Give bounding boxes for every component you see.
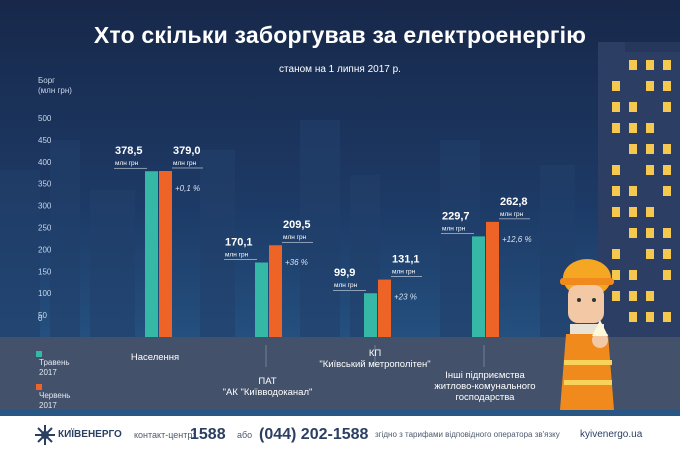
change-percent-label: +23 %	[394, 293, 417, 302]
category-metro-line1: КП	[368, 348, 382, 359]
y-tick-label: 100	[38, 289, 52, 298]
category-label-vodokanal: ПАТ "АК "Київводоканал"	[205, 376, 330, 398]
data-label-may: 170,1	[225, 236, 253, 248]
data-label-unit-june: млн грн	[392, 269, 416, 276]
or-text: або	[237, 430, 253, 440]
category-other-line3: господарства	[455, 392, 515, 403]
bar-may	[472, 236, 485, 337]
category-other-line2: житлово-комунального	[434, 381, 536, 392]
legend-may-line1: Травень	[39, 358, 70, 367]
legend-swatch-may	[36, 351, 42, 357]
data-label-may: 229,7	[442, 210, 470, 222]
data-label-june: 209,5	[283, 219, 311, 231]
bar-may	[145, 171, 158, 337]
category-vodokanal-line1: ПАТ	[258, 376, 277, 387]
change-percent-label: +0,1 %	[175, 184, 200, 193]
worker-illustration	[560, 259, 614, 410]
logo-text: КИЇВЕНЕРГО	[58, 429, 122, 440]
data-label-june: 131,1	[392, 254, 420, 266]
y-tick-label: 50	[38, 311, 47, 320]
y-axis-label-line1: Борг	[38, 76, 56, 85]
data-label-unit-may: млн грн	[442, 225, 466, 232]
website-link[interactable]: kyivenergo.ua	[580, 429, 643, 440]
tariff-note: згідно з тарифами відповідного оператора…	[375, 430, 560, 439]
y-tick-label: 200	[38, 245, 52, 254]
data-label-unit-may: млн грн	[334, 282, 358, 289]
data-label-june: 262,8	[500, 196, 528, 208]
legend-may-line2: 2017	[39, 368, 57, 377]
y-tick-label: 500	[38, 114, 52, 123]
data-label-unit-may: млн грн	[115, 160, 139, 167]
short-phone-number[interactable]: 1588	[190, 426, 226, 443]
category-population-line1: Населення	[130, 352, 180, 363]
y-tick-label: 300	[38, 202, 52, 211]
phone-number[interactable]: (044) 202-1588	[259, 426, 369, 443]
category-metro-line2: "Київський метрополітен"	[319, 359, 431, 370]
y-axis-label-line2: (млн грн)	[38, 86, 72, 95]
category-label-other: Інші підприємства житлово-комунального г…	[420, 370, 550, 403]
category-vodokanal-line2: "АК "Київводоканал"	[222, 387, 313, 398]
y-tick-label: 250	[38, 224, 52, 233]
data-label-june: 379,0	[173, 145, 201, 157]
chart-title: Хто скільки заборгував за електроенергію	[93, 22, 587, 48]
chart-subtitle: станом на 1 липня 2017 р.	[279, 64, 401, 75]
bar-june	[486, 221, 499, 337]
kyivenergo-logo-icon	[35, 425, 55, 445]
y-tick-label: 450	[38, 136, 52, 145]
bar-may	[364, 293, 377, 337]
category-label-metro: КП "Київський метрополітен"	[305, 348, 445, 370]
legend-label-may: Травень 2017	[39, 358, 70, 378]
bar-june	[159, 170, 172, 337]
y-tick-label: 0	[38, 314, 43, 323]
change-percent-label: +36 %	[285, 258, 308, 267]
data-label-unit-june: млн грн	[173, 160, 197, 167]
category-label-population: Населення	[115, 352, 195, 363]
data-label-may: 99,9	[334, 267, 355, 279]
contact-center-label: контакт-центр:	[134, 430, 195, 440]
legend-june-line2: 2017	[39, 401, 57, 410]
legend: Травень 2017 Червень 2017	[36, 348, 96, 411]
y-axis-label: Борг (млн грн)	[38, 76, 72, 96]
legend-swatch-june	[36, 384, 42, 390]
bar-june	[378, 279, 391, 337]
data-label-unit-june: млн грн	[283, 234, 307, 241]
change-percent-label: +12,6 %	[502, 235, 532, 244]
legend-june-line1: Червень	[39, 391, 71, 400]
y-tick-label: 150	[38, 267, 52, 276]
category-other-line1: Інші підприємства	[445, 370, 525, 381]
data-label-unit-may: млн грн	[225, 251, 249, 258]
footer: КИЇВЕНЕРГО контакт-центр: 1588 або (044)…	[0, 416, 680, 453]
data-label-may: 378,5	[115, 145, 143, 157]
y-tick-label: 400	[38, 158, 52, 167]
bar-june	[269, 245, 282, 337]
bar-may	[255, 262, 268, 337]
legend-label-june: Червень 2017	[39, 391, 70, 411]
data-label-unit-june: млн грн	[500, 211, 524, 218]
y-tick-label: 350	[38, 180, 52, 189]
